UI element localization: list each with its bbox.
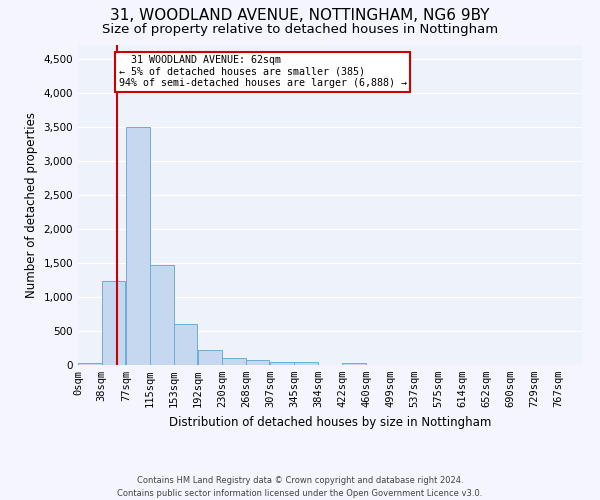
Text: 31, WOODLAND AVENUE, NOTTINGHAM, NG6 9BY: 31, WOODLAND AVENUE, NOTTINGHAM, NG6 9BY <box>110 8 490 22</box>
Bar <box>199 350 222 365</box>
Bar <box>271 362 294 365</box>
Y-axis label: Number of detached properties: Number of detached properties <box>25 112 38 298</box>
Bar <box>102 282 125 365</box>
Bar <box>127 126 150 365</box>
Text: 31 WOODLAND AVENUE: 62sqm
← 5% of detached houses are smaller (385)
94% of semi-: 31 WOODLAND AVENUE: 62sqm ← 5% of detach… <box>119 55 407 88</box>
X-axis label: Distribution of detached houses by size in Nottingham: Distribution of detached houses by size … <box>169 416 491 428</box>
Bar <box>222 358 245 365</box>
Bar <box>78 363 101 365</box>
Bar <box>294 362 317 365</box>
Text: Contains HM Land Registry data © Crown copyright and database right 2024.
Contai: Contains HM Land Registry data © Crown c… <box>118 476 482 498</box>
Text: Size of property relative to detached houses in Nottingham: Size of property relative to detached ho… <box>102 22 498 36</box>
Bar <box>343 362 366 365</box>
Bar <box>246 360 269 365</box>
Bar <box>150 265 173 365</box>
Bar <box>174 324 197 365</box>
